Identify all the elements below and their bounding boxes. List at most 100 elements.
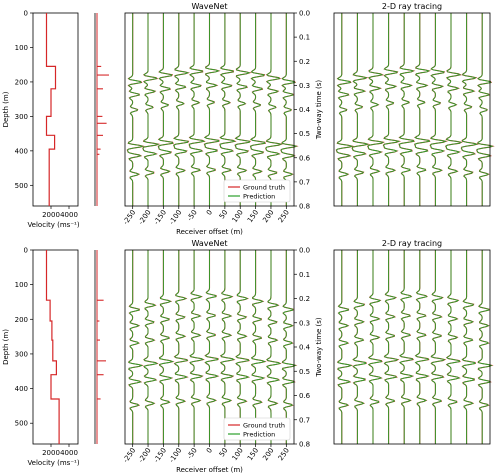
prediction-trace [219, 13, 236, 206]
depth-tick-label: 200 [15, 316, 28, 324]
raytracing-gather [333, 12, 495, 207]
velocity-axes-frame [32, 12, 79, 207]
offset-tick-label: 250 [277, 447, 291, 463]
ground-truth-trace [188, 13, 206, 206]
raytracing-gather-frame [333, 249, 491, 445]
prediction-trace [204, 13, 220, 206]
wavenet-gather: -250 -200 -150 -100 -50 0 50 100 150 200 250 Receiv… [122, 249, 298, 474]
ground-truth-trace [382, 13, 402, 206]
time-tick-label: 0.7 [299, 178, 310, 186]
depth-axis-label: Depth (m) [2, 91, 10, 127]
time-tick-label: 0.8 [299, 441, 310, 449]
offset-axis-label: Receiver offset (m) [176, 466, 243, 474]
ground-truth-trace [249, 13, 266, 206]
offset-tick-label: 200 [261, 209, 275, 225]
raytracing-title: 2-D ray tracing [382, 2, 442, 11]
ground-truth-trace [414, 13, 431, 206]
offset-tick-label: 0 [205, 447, 214, 455]
time-tick-label: 0.6 [299, 392, 311, 400]
prediction-trace [461, 250, 476, 444]
prediction-trace [234, 13, 251, 206]
time-tick-label: 0.6 [299, 154, 311, 162]
offset-tick-label: -150 [152, 447, 168, 465]
depth-tick-label: 400 [15, 147, 28, 155]
raytracing-title: 2-D ray tracing [382, 239, 442, 248]
ground-truth-trace [367, 250, 383, 444]
depth-tick-label: 400 [15, 385, 28, 393]
prediction-trace [367, 13, 385, 206]
prediction-trace [143, 250, 158, 444]
prediction-trace [414, 13, 431, 206]
time-axis-label: Two-way time (s) [315, 80, 323, 141]
depth-tick-label: 100 [15, 44, 28, 52]
prediction-trace [398, 13, 415, 206]
velocity-axis-label: Velocity (ms⁻¹) [27, 459, 79, 467]
time-tick-label: 0.5 [299, 130, 310, 138]
prediction-trace [173, 13, 190, 206]
offset-tick-label: 0 [205, 209, 214, 217]
prediction-trace [220, 250, 235, 444]
offset-tick-label: 250 [277, 209, 291, 225]
prediction-trace [142, 13, 160, 206]
prediction-trace [337, 250, 353, 444]
prediction-trace [189, 13, 206, 206]
offset-tick-label: -250 [122, 447, 138, 465]
offset-tick-label: -250 [122, 209, 138, 227]
time-tick-label: 0.5 [299, 368, 310, 376]
prediction-trace [126, 13, 145, 206]
depth-tick-label: 500 [15, 182, 28, 190]
prediction-trace [351, 13, 370, 206]
time-tick-label: 0.7 [299, 416, 310, 424]
ground-truth-trace [445, 250, 461, 444]
ground-truth-trace [444, 13, 463, 206]
ground-truth-trace [158, 250, 175, 444]
offset-tick-label: -50 [186, 209, 199, 223]
time-tick-label: 0.2 [299, 295, 310, 303]
ground-truth-trace [189, 250, 205, 444]
wavenet-gather: -250 -200 -150 -100 -50 0 50 100 150 200 250 Receiv… [122, 12, 299, 236]
velocity-tick-label: 4000 [60, 211, 78, 219]
ground-truth-trace [219, 250, 236, 444]
ground-truth-trace [351, 13, 370, 206]
velocity-tick-label: 2000 [42, 211, 60, 219]
prediction-trace [429, 13, 448, 206]
offset-tick-label: 150 [246, 209, 260, 225]
time-tick-label: 0.1 [299, 34, 310, 42]
time-tick-label: 0.4 [299, 106, 311, 114]
ground-truth-trace [173, 13, 190, 206]
velocity-axes-frame [32, 249, 79, 445]
ground-truth-trace [234, 13, 252, 206]
legend-label-ground-truth: Ground truth [243, 422, 285, 430]
prediction-trace [157, 13, 174, 206]
time-tick-label: 0.2 [299, 58, 310, 66]
prediction-trace [414, 250, 430, 444]
time-tick-label: 0.3 [299, 82, 310, 90]
ground-truth-trace [399, 250, 415, 444]
offset-tick-label: -100 [168, 209, 184, 227]
ground-truth-trace [366, 13, 385, 206]
prediction-trace [189, 250, 205, 444]
prediction-trace [266, 250, 281, 444]
time-tick-label: 0.3 [299, 319, 310, 327]
offset-tick-label: -150 [152, 209, 168, 227]
offset-tick-label: 50 [218, 209, 230, 221]
prediction-trace [477, 250, 493, 444]
prediction-trace [446, 250, 461, 444]
ground-truth-trace [157, 13, 174, 206]
prediction-trace [250, 13, 266, 206]
depth-tick-label: 300 [15, 350, 28, 358]
time-tick-label: 0.0 [299, 10, 310, 18]
offset-tick-label: 100 [231, 447, 245, 463]
legend-label-prediction: Prediction [243, 431, 275, 439]
ground-truth-trace [352, 250, 367, 444]
velocity-profile-line [45, 13, 57, 206]
ground-truth-trace [235, 250, 251, 444]
prediction-trace [159, 250, 174, 444]
offset-tick-label: 50 [218, 447, 230, 459]
raytracing-gather [333, 249, 494, 445]
ground-truth-trace [204, 250, 220, 444]
ground-truth-trace [266, 250, 282, 444]
offset-axis-label: Receiver offset (m) [176, 228, 243, 236]
